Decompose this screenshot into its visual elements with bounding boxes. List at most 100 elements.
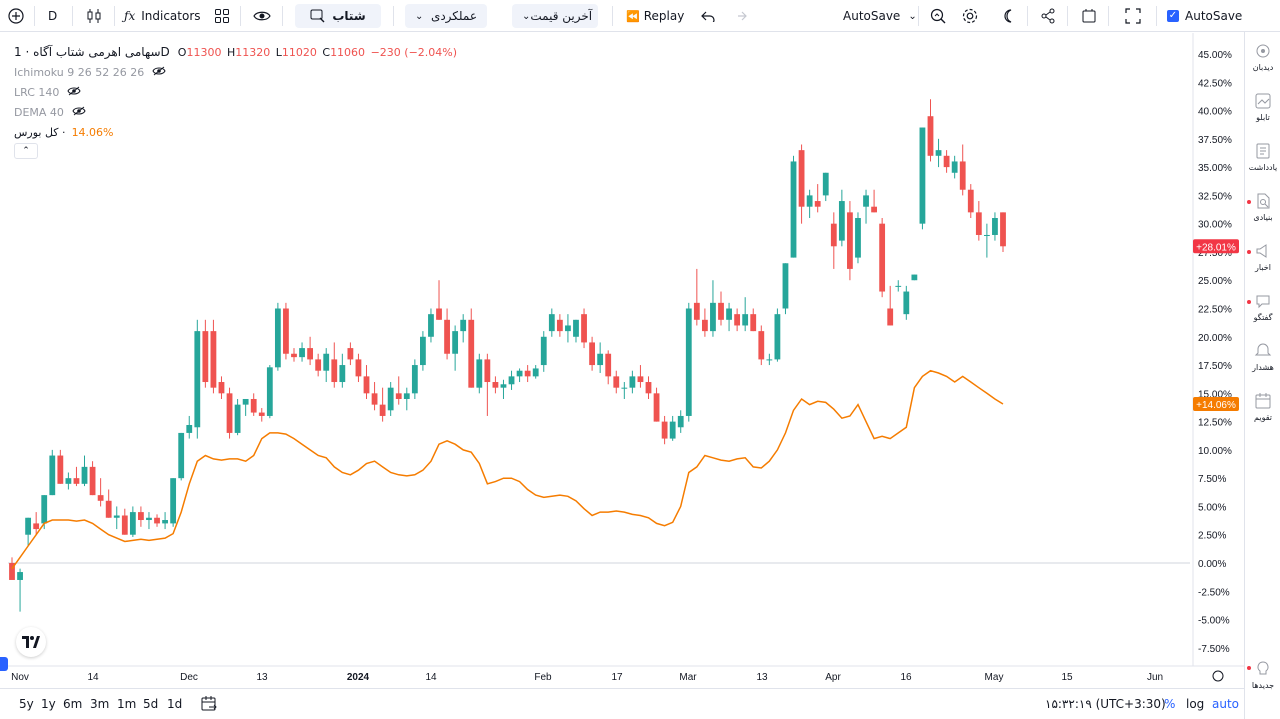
candle-up xyxy=(339,365,346,383)
last-price-badge xyxy=(1193,239,1239,254)
indicator-row[interactable]: Ichimoku 9 26 52 26 26 xyxy=(14,62,457,82)
sidebar-item-board[interactable]: تابلو xyxy=(1245,92,1280,122)
candle-up xyxy=(460,319,467,332)
indicators-button[interactable]: ƒx Indicators xyxy=(124,4,201,28)
open-value: 11300 xyxy=(186,45,222,59)
candle-down xyxy=(444,319,450,354)
candle-up xyxy=(782,263,789,309)
sidebar-item-whats-new[interactable]: جدیدها xyxy=(1245,660,1280,690)
sidebar-item-label: دیدبان xyxy=(1252,63,1274,72)
candle-down xyxy=(210,331,217,388)
sidebar-item-fundamental[interactable]: بنیادی xyxy=(1245,192,1280,222)
notification-dot xyxy=(1247,250,1251,254)
range-button-1d[interactable]: 1d xyxy=(167,697,183,711)
x-tick-label: 2024 xyxy=(347,672,370,683)
goto-date-icon[interactable] xyxy=(200,695,218,713)
candle-down xyxy=(307,348,314,360)
price-chart[interactable]: 45.00% 42.50% 40.00% 37.50% 35.00% 32.50% 30.0… xyxy=(0,33,1244,689)
clock[interactable]: ۱۵:۳۲:۱۹ (UTC+3:30) xyxy=(1045,697,1166,711)
replay-button[interactable]: ⏪ Replay xyxy=(626,4,684,28)
log-toggle[interactable]: log xyxy=(1186,697,1205,711)
tradingview-logo[interactable] xyxy=(16,627,46,657)
compare-symbol-name: کل بورس · xyxy=(14,125,66,139)
quick-search-icon[interactable] xyxy=(927,4,949,28)
eye-icon[interactable] xyxy=(251,4,273,28)
range-button-1y[interactable]: 1y xyxy=(41,697,56,711)
gear-icon[interactable] xyxy=(959,4,981,28)
fullscreen-icon[interactable] xyxy=(1122,4,1144,28)
candle-down xyxy=(693,302,700,320)
symbol-name[interactable]: سهامی اهرمی شتاب آگاه · 1D xyxy=(14,45,170,59)
range-button-5y[interactable]: 5y xyxy=(19,697,34,711)
chart-type-icon[interactable] xyxy=(84,4,104,28)
layout-select[interactable]: ⌄ عملکردی xyxy=(405,4,487,28)
share-icon[interactable] xyxy=(1037,4,1059,28)
eye-off-icon[interactable] xyxy=(152,66,166,79)
autosave-label: AutoSave xyxy=(843,9,901,23)
candle-down xyxy=(395,393,402,399)
candle-up xyxy=(726,308,732,320)
symbol-search-button[interactable]: شتاب xyxy=(295,4,381,28)
candle-down xyxy=(975,212,982,235)
autosave-menu[interactable]: AutoSave ⌄ xyxy=(843,4,917,28)
sidebar-item-label: جدیدها xyxy=(1251,681,1275,690)
indicator-dema: DEMA 40 xyxy=(14,105,64,119)
range-button-1m[interactable]: 1m xyxy=(117,697,137,711)
sidebar-item-note[interactable]: یادداشت xyxy=(1245,142,1280,172)
candle-down xyxy=(138,512,144,521)
candle-up xyxy=(532,368,539,377)
y-tick-label: 15.00% xyxy=(1198,389,1232,400)
percent-toggle[interactable]: % xyxy=(1164,697,1176,711)
candle-up xyxy=(170,478,177,524)
candle-down xyxy=(9,563,15,580)
candle-down xyxy=(645,382,652,394)
candle-up xyxy=(565,325,571,332)
autosave-checkbox[interactable]: ✓ xyxy=(1167,10,1179,22)
y-tick-label: 30.00% xyxy=(1198,220,1232,231)
range-button-5d[interactable]: 5d xyxy=(143,697,159,711)
candle-up xyxy=(234,404,241,433)
range-button-3m[interactable]: 3m xyxy=(90,697,110,711)
board-icon xyxy=(1255,93,1271,109)
candle-down xyxy=(355,359,362,377)
sidebar-item-alert[interactable]: هشدار xyxy=(1245,342,1280,372)
auto-toggle[interactable]: auto xyxy=(1212,697,1240,711)
y-tick-label: 27.50% xyxy=(1198,248,1232,259)
candle-up xyxy=(516,370,523,377)
candle-down xyxy=(371,393,378,405)
rewind-icon: ⏪ xyxy=(626,9,640,23)
x-tick-label: 14 xyxy=(425,672,437,683)
indicator-row[interactable]: LRC 140 xyxy=(14,82,457,102)
eye-off-icon[interactable] xyxy=(72,106,86,119)
candle-up xyxy=(146,517,152,521)
interval-button[interactable]: D xyxy=(48,9,58,23)
candle-down xyxy=(967,189,974,213)
snapshot-icon[interactable] xyxy=(1078,4,1100,28)
candle-up xyxy=(500,384,507,388)
candle-down xyxy=(718,302,724,320)
eye-off-icon[interactable] xyxy=(67,86,81,99)
add-symbol-icon[interactable] xyxy=(6,4,26,28)
candle-down xyxy=(484,359,491,383)
candle-up xyxy=(420,336,426,366)
legend-collapse-button[interactable]: ⌃ xyxy=(14,143,38,159)
redo-icon[interactable] xyxy=(730,4,750,28)
time-axis-settings-icon[interactable] xyxy=(1212,670,1224,682)
candle-down xyxy=(492,382,499,388)
sidebar-item-chat[interactable]: گفتگو xyxy=(1245,292,1280,322)
layouts-grid-icon[interactable] xyxy=(212,4,232,28)
moon-icon[interactable] xyxy=(997,4,1019,28)
sidebar-item-news[interactable]: اخبار xyxy=(1245,242,1280,272)
autosave-toggle[interactable]: ✓ AutoSave xyxy=(1167,4,1242,28)
range-button-6m[interactable]: 6m xyxy=(63,697,83,711)
indicator-row[interactable]: DEMA 40 xyxy=(14,102,457,122)
sidebar-item-label: بنیادی xyxy=(1253,213,1273,222)
scroll-left-button[interactable] xyxy=(0,657,8,671)
sidebar-item-label: اخبار xyxy=(1255,263,1271,272)
undo-icon[interactable] xyxy=(698,4,718,28)
sidebar-item-calendar[interactable]: تقویم xyxy=(1245,392,1280,422)
price-type-select[interactable]: ⌄ آخرین قیمت xyxy=(512,4,598,28)
sidebar-item-watchlist[interactable]: دیدبان xyxy=(1245,42,1280,72)
compare-price-badge-text: +14.06% xyxy=(1196,400,1236,411)
compare-row[interactable]: کل بورس · 14.06% xyxy=(14,122,457,142)
